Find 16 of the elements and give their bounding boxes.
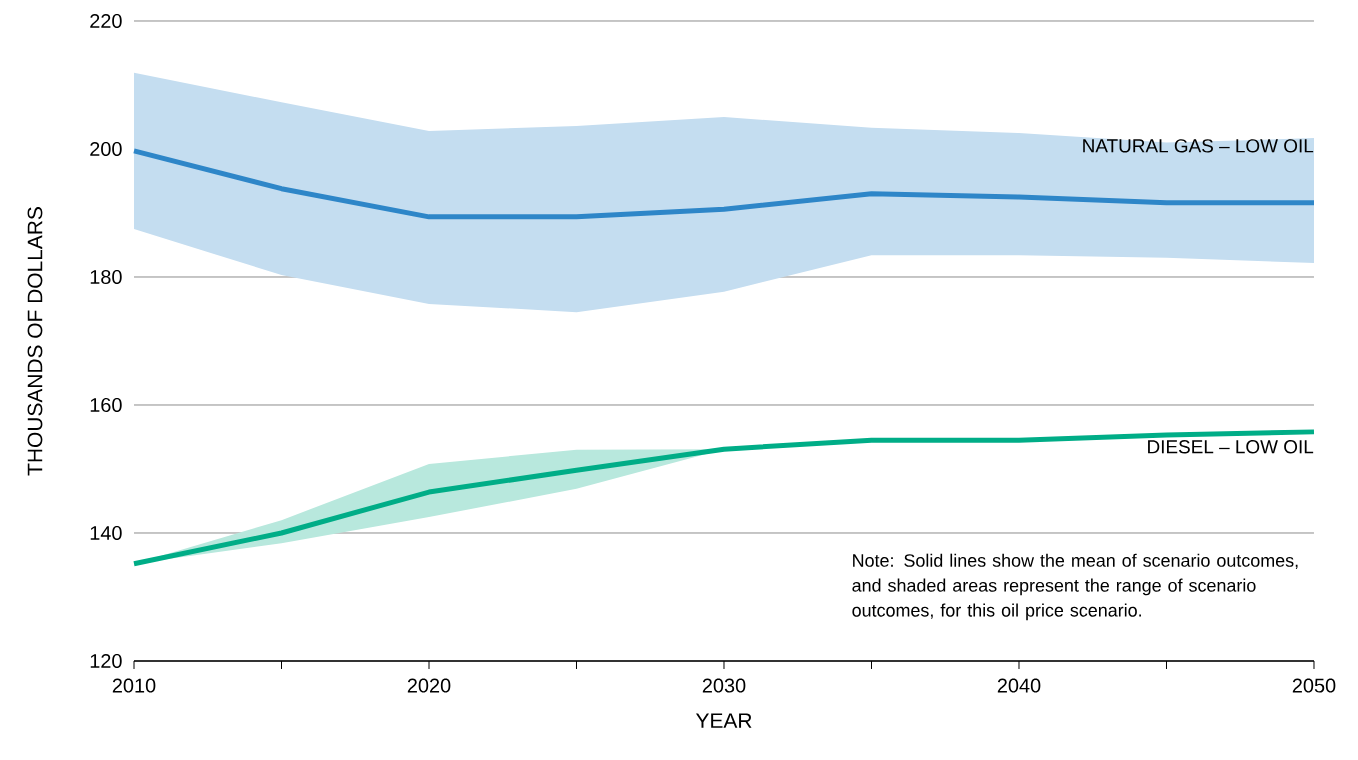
x-tick-label: 2020 xyxy=(407,678,451,693)
y-tick-label: 180 xyxy=(90,269,122,285)
x-tick-label: 2050 xyxy=(1292,678,1336,693)
y-tick-label: 140 xyxy=(90,525,122,541)
annotation: Note: Solid lines show the mean of scenario outcomes, and shaded areas represent the range of scenario outcomes, for this oil price scenario. xyxy=(852,553,1298,621)
y-tick-label: 120 xyxy=(90,653,122,669)
y-tick-label: 160 xyxy=(90,397,122,413)
text: NATURAL GAS – LOW OIL xyxy=(1083,139,1314,153)
x-tick-label: 2030 xyxy=(702,678,746,693)
y-axis-title: THOUSANDS OF DOLLARS xyxy=(27,207,43,476)
y-tick-label: 200 xyxy=(90,141,122,157)
x-axis-title: YEAR xyxy=(695,713,752,728)
x-tick-label: 2010 xyxy=(112,678,156,693)
series-label: DIESEL – LOW OIL xyxy=(1148,440,1314,454)
x-tick-label: 2040 xyxy=(997,678,1041,693)
y-tick-label: 220 xyxy=(90,13,122,29)
